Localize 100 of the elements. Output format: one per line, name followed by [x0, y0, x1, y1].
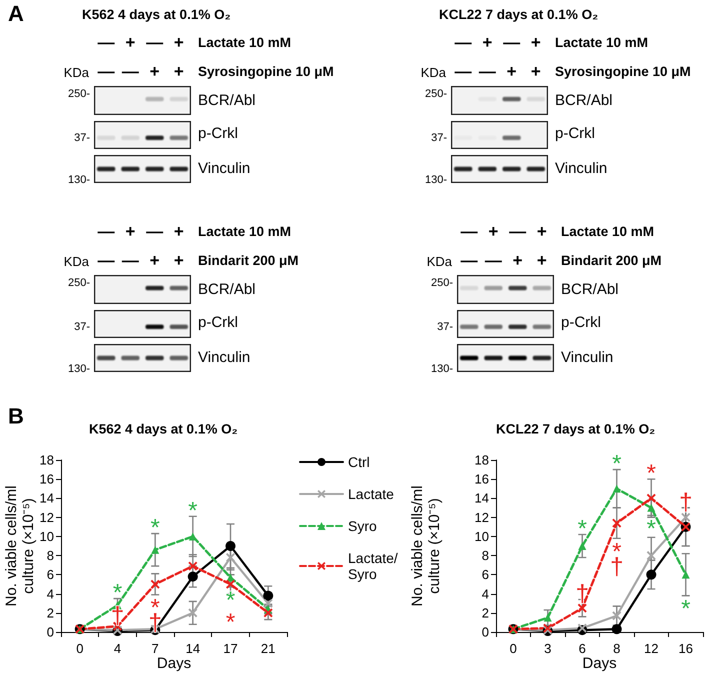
text: BCR/Abl — [198, 280, 256, 300]
text: — — + + — [460, 250, 548, 272]
point — [544, 614, 552, 622]
text: Vinculin — [555, 159, 608, 179]
text: 37- — [436, 320, 453, 334]
legend-label: Lactate — [348, 486, 394, 502]
annotation: * — [646, 515, 656, 542]
y-tick-label: 8 — [482, 548, 489, 564]
text: B — [8, 404, 24, 428]
text: KDa — [62, 254, 89, 270]
point — [612, 484, 621, 493]
point — [188, 608, 198, 618]
point — [646, 494, 656, 503]
x-tick-label: 8 — [613, 641, 620, 656]
text: — + — + — [460, 221, 548, 243]
y-tick-label: 16 — [474, 472, 489, 487]
x-tick-label: 7 — [152, 641, 159, 656]
text: — + — + — [454, 32, 542, 54]
x-tick-label: 6 — [578, 641, 586, 656]
y-tick-label: 14 — [474, 490, 489, 506]
text: Lactate 10 mM — [198, 223, 292, 241]
x-tick-label: 14 — [186, 641, 200, 656]
x-tick-label: 12 — [644, 641, 658, 656]
text: A — [8, 0, 24, 28]
y-tick-label: 0 — [482, 624, 489, 640]
point — [188, 572, 198, 582]
y-tick-label: 10 — [474, 528, 489, 544]
x-tick-label: 16 — [678, 641, 693, 656]
text: p-Crkl — [561, 313, 601, 333]
point — [647, 504, 656, 512]
text: 37- — [430, 130, 447, 146]
point — [151, 546, 160, 554]
x-tick-label: 3 — [544, 641, 552, 656]
point — [263, 590, 274, 601]
text: Lactate 10 mM — [561, 223, 654, 241]
x-axis-title: Days — [156, 655, 192, 672]
chart-title: KCL22 7 days at 0.1% O₂ — [496, 422, 656, 436]
text: KDa — [420, 64, 446, 82]
point — [264, 608, 273, 618]
text: Lactate 10 mM — [555, 34, 648, 52]
text: p-Crkl — [555, 124, 595, 144]
legend-label: Lactate/Syro — [348, 550, 398, 582]
annotation: * — [646, 460, 656, 488]
y-tick-label: 8 — [46, 548, 54, 564]
x-tick-label: 0 — [510, 641, 517, 656]
point — [612, 518, 622, 528]
y-tick-label: 6 — [482, 567, 489, 582]
y-tick-label: 12 — [40, 510, 54, 525]
text: 130- — [424, 172, 447, 188]
text: Syrosingopine 10 μM — [555, 63, 691, 81]
y-tick-label: 18 — [474, 452, 489, 468]
text: 130- — [66, 172, 90, 188]
y-axis-title: No. viable cells/ml culture (×10⁻⁵) — [409, 486, 443, 606]
x-tick-label: 17 — [223, 641, 238, 656]
y-tick-label: 6 — [46, 567, 54, 582]
text: 250- — [66, 276, 90, 290]
y-tick-label: 2 — [482, 605, 489, 620]
point — [578, 624, 587, 633]
text: Lactate 10 mM — [198, 34, 292, 52]
text: — — + + — [96, 61, 185, 83]
point — [612, 624, 622, 634]
text: p-Crkl — [198, 124, 238, 144]
text: 37- — [73, 130, 90, 146]
y-tick-label: 10 — [40, 528, 54, 544]
text: Syrosingopine 10 μM — [198, 63, 334, 81]
text: 250- — [424, 86, 447, 102]
y-tick-label: 2 — [46, 605, 54, 620]
x-tick-label: 4 — [114, 641, 122, 656]
point — [188, 532, 197, 540]
x-tick-label: 0 — [76, 641, 84, 656]
annotation: * — [188, 497, 198, 524]
point — [226, 541, 236, 551]
point — [682, 570, 690, 579]
text: 130- — [66, 362, 90, 376]
y-tick-label: 4 — [46, 586, 54, 602]
annotation: * — [578, 516, 587, 543]
point — [188, 562, 198, 571]
text: — — + + — [454, 61, 542, 83]
annotation: * — [612, 450, 622, 478]
text: 250- — [66, 86, 90, 102]
point — [226, 552, 235, 562]
point — [612, 611, 622, 620]
text: p-Crkl — [198, 313, 238, 333]
text: Bindarit 200 μM — [198, 252, 299, 270]
text: KCL22 7 days at 0.1% O₂ — [439, 6, 598, 24]
text: KDa — [62, 64, 89, 82]
text: Bindarit 200 μM — [561, 252, 662, 270]
text: KDa — [426, 254, 452, 270]
text: BCR/Abl — [198, 91, 256, 111]
text: Vinculin — [198, 159, 250, 179]
point — [264, 598, 273, 608]
y-tick-label: 4 — [482, 586, 489, 602]
text: — — + + — [96, 250, 185, 272]
text: BCR/Abl — [555, 91, 613, 111]
text: — + — + — [96, 221, 185, 243]
text: 130- — [430, 362, 453, 376]
text: 37- — [73, 320, 90, 334]
point — [226, 580, 235, 589]
text: K562 4 days at 0.1% O₂ — [82, 6, 231, 24]
legend-label: Ctrl — [348, 454, 370, 470]
